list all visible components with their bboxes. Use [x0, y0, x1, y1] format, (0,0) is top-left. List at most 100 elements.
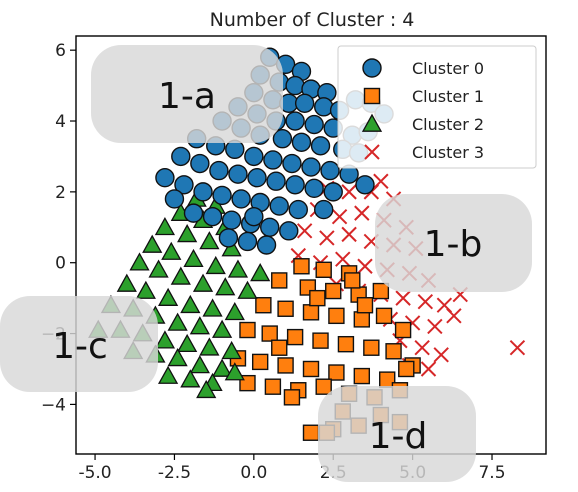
x-tick-label: 7.5	[478, 463, 505, 483]
data-point	[244, 146, 264, 167]
data-point	[283, 389, 301, 406]
data-point	[256, 235, 277, 255]
data-point	[211, 358, 233, 377]
legend-box	[337, 45, 537, 169]
data-point	[325, 282, 342, 300]
data-point	[209, 160, 229, 181]
data-point	[353, 311, 371, 328]
data-point	[302, 360, 320, 378]
data-point	[239, 321, 256, 339]
data-point	[221, 340, 242, 360]
data-point	[279, 221, 299, 241]
data-point	[237, 231, 258, 252]
data-point	[271, 339, 288, 356]
data-point	[255, 297, 272, 314]
data-point	[135, 280, 156, 299]
legend-label-0: Cluster 0	[412, 59, 484, 78]
x-tick-label: -2.5	[158, 463, 191, 483]
y-tick-label: 2	[55, 183, 66, 203]
data-point	[301, 157, 321, 177]
legend-marker-0	[362, 58, 382, 78]
data-point	[310, 136, 331, 156]
data-point	[174, 175, 194, 195]
data-point	[319, 230, 335, 246]
data-point	[154, 330, 176, 349]
data-point	[285, 175, 305, 195]
data-point	[164, 189, 185, 209]
data-point	[260, 217, 280, 237]
data-point	[221, 210, 242, 230]
chart-title: Number of Cluster : 4	[210, 9, 415, 31]
legend-marker-3	[364, 144, 380, 160]
data-point	[244, 206, 264, 227]
data-point	[285, 75, 305, 96]
data-point	[161, 241, 182, 260]
data-point	[294, 93, 315, 114]
data-point	[312, 332, 329, 349]
data-point	[372, 282, 390, 300]
data-point	[398, 360, 415, 378]
data-point	[180, 294, 201, 314]
data-point	[224, 362, 245, 381]
legend-marker-2	[361, 113, 383, 132]
data-point	[205, 255, 226, 275]
data-point	[315, 261, 332, 278]
data-point	[228, 164, 248, 184]
data-point	[354, 205, 370, 221]
y-tick-label: 6	[55, 41, 66, 61]
data-point	[202, 206, 223, 227]
data-point	[177, 224, 198, 243]
data-point	[167, 312, 188, 331]
data-point	[446, 308, 462, 324]
data-point	[148, 259, 169, 278]
data-point	[285, 111, 305, 131]
data-point	[171, 146, 191, 167]
data-point	[314, 199, 334, 220]
data-point	[192, 273, 214, 292]
overlay-labels: 1-a 1-b 1-c 1-d	[0, 45, 532, 482]
data-point	[302, 424, 320, 441]
x-tick-label: -5.0	[78, 463, 111, 483]
series-1	[229, 258, 421, 441]
data-point	[385, 343, 402, 360]
data-point	[231, 189, 251, 209]
data-point	[433, 347, 449, 363]
data-point	[177, 333, 198, 353]
y-tick-label: −4	[41, 395, 66, 415]
data-point	[218, 228, 239, 248]
data-point	[129, 252, 150, 271]
legend-marker-1	[363, 87, 381, 105]
data-point	[142, 234, 163, 253]
data-point	[264, 378, 282, 395]
data-point	[227, 259, 249, 278]
data-point	[337, 335, 355, 353]
data-point	[291, 132, 312, 152]
data-point	[157, 365, 179, 384]
overlay-label-1c: 1-c	[52, 326, 108, 367]
data-point	[320, 160, 340, 181]
data-point	[427, 318, 443, 335]
overlay-box-1b	[375, 194, 532, 292]
data-point	[167, 348, 188, 367]
overlay-label-1d: 1-d	[369, 416, 428, 457]
data-point	[341, 184, 357, 200]
data-point	[293, 258, 310, 275]
legend-label-2: Cluster 2	[412, 115, 484, 134]
data-point	[328, 307, 345, 325]
data-point	[375, 307, 393, 325]
data-point	[211, 319, 233, 338]
data-point	[296, 223, 313, 239]
data-point	[356, 297, 374, 314]
data-point	[199, 337, 220, 356]
data-point	[414, 340, 430, 356]
data-point	[224, 301, 245, 321]
data-point	[509, 340, 526, 356]
data-point	[363, 339, 380, 356]
data-point	[189, 316, 210, 335]
data-point	[269, 196, 289, 216]
data-point	[263, 150, 283, 170]
data-point	[314, 97, 334, 117]
data-point	[323, 182, 343, 202]
data-point	[116, 273, 137, 292]
legend-label-1: Cluster 1	[412, 87, 484, 106]
